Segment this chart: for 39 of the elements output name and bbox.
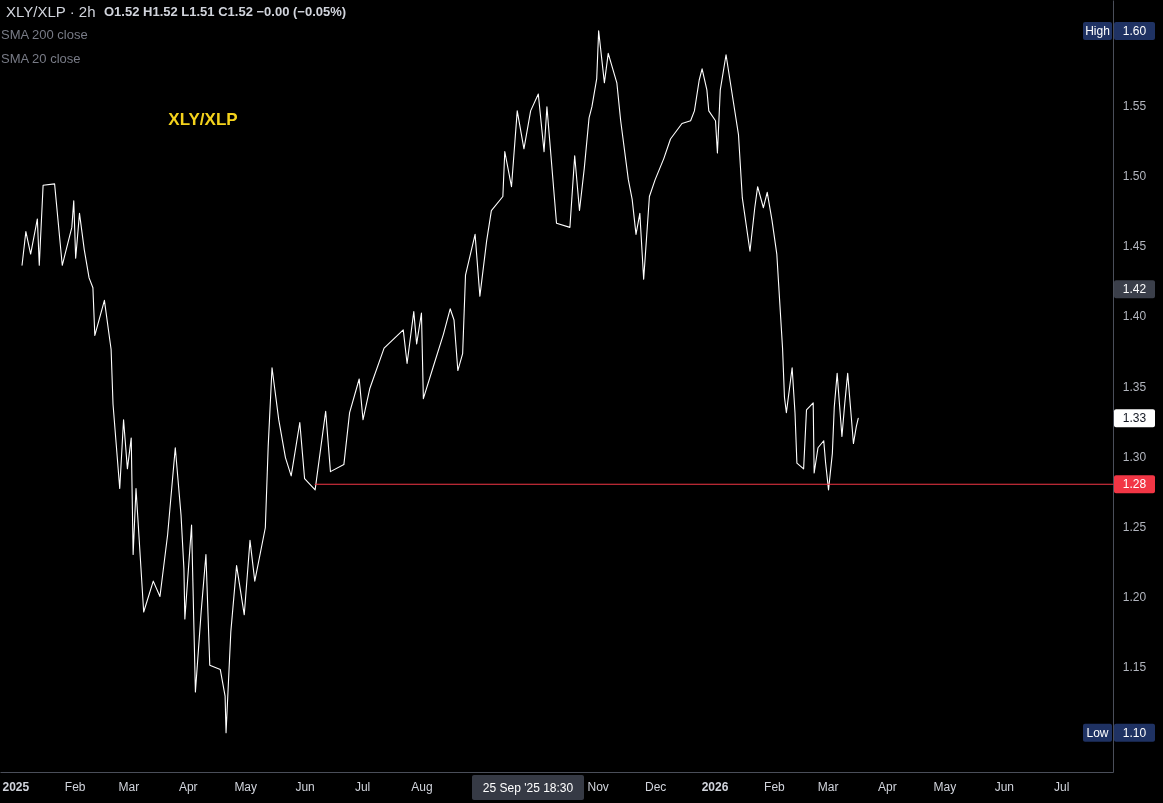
annotation: Low bbox=[1086, 725, 1109, 740]
annotation: XLY/XLP bbox=[168, 110, 238, 129]
x-tick-label: Dec bbox=[644, 779, 667, 794]
annotation: High bbox=[1085, 23, 1110, 38]
x-tick-label: Feb bbox=[764, 779, 786, 794]
x-tick-label: Apr bbox=[178, 779, 198, 794]
y-tick-label: 1.15 bbox=[1122, 660, 1147, 675]
y-tick-label: 1.55 bbox=[1122, 98, 1147, 113]
y-tick-label: 1.30 bbox=[1122, 449, 1147, 464]
x-tick-label: May bbox=[234, 779, 258, 794]
chart-title: XLY/XLP · 2h bbox=[6, 3, 96, 20]
x-tick-label: Nov bbox=[587, 779, 609, 794]
annotation: 1.42 bbox=[1122, 282, 1147, 297]
x-tick-label: Mar bbox=[118, 779, 140, 794]
x-tick-label: Aug bbox=[411, 779, 433, 794]
x-tick-label: Apr bbox=[878, 779, 897, 794]
annotation: O1.52 H1.52 L1.51 C1.52 −0.00 (−0.05%) bbox=[104, 4, 347, 19]
x-tick-label: 2026 bbox=[701, 779, 729, 794]
x-tick-label: Jul bbox=[1054, 779, 1070, 794]
annotation: 1.60 bbox=[1122, 23, 1147, 38]
annotation: 1.10 bbox=[1122, 725, 1147, 740]
y-tick-label: 1.45 bbox=[1122, 239, 1147, 254]
annotation: 1.28 bbox=[1122, 477, 1147, 492]
x-tick-label: Jun bbox=[295, 779, 315, 794]
y-tick-label: 1.50 bbox=[1122, 168, 1147, 183]
y-tick-label: 1.40 bbox=[1122, 309, 1147, 324]
annotation: SMA 20 close bbox=[1, 51, 81, 66]
y-tick-label: 1.25 bbox=[1122, 519, 1147, 534]
x-tick-label: Feb bbox=[64, 779, 86, 794]
annotation: 1.33 bbox=[1122, 411, 1147, 426]
x-tick-label: Jul bbox=[354, 779, 371, 794]
x-tick-label: 2025 bbox=[2, 779, 30, 794]
y-tick-label: 1.20 bbox=[1122, 590, 1147, 605]
x-tick-label: Jun bbox=[994, 779, 1014, 794]
annotation: SMA 200 close bbox=[1, 27, 88, 42]
x-tick-label: May bbox=[933, 779, 957, 794]
y-tick-label: 1.35 bbox=[1122, 379, 1147, 394]
text: 25 Sep '25 18:30 bbox=[482, 780, 574, 795]
x-tick-label: Mar bbox=[817, 779, 839, 794]
